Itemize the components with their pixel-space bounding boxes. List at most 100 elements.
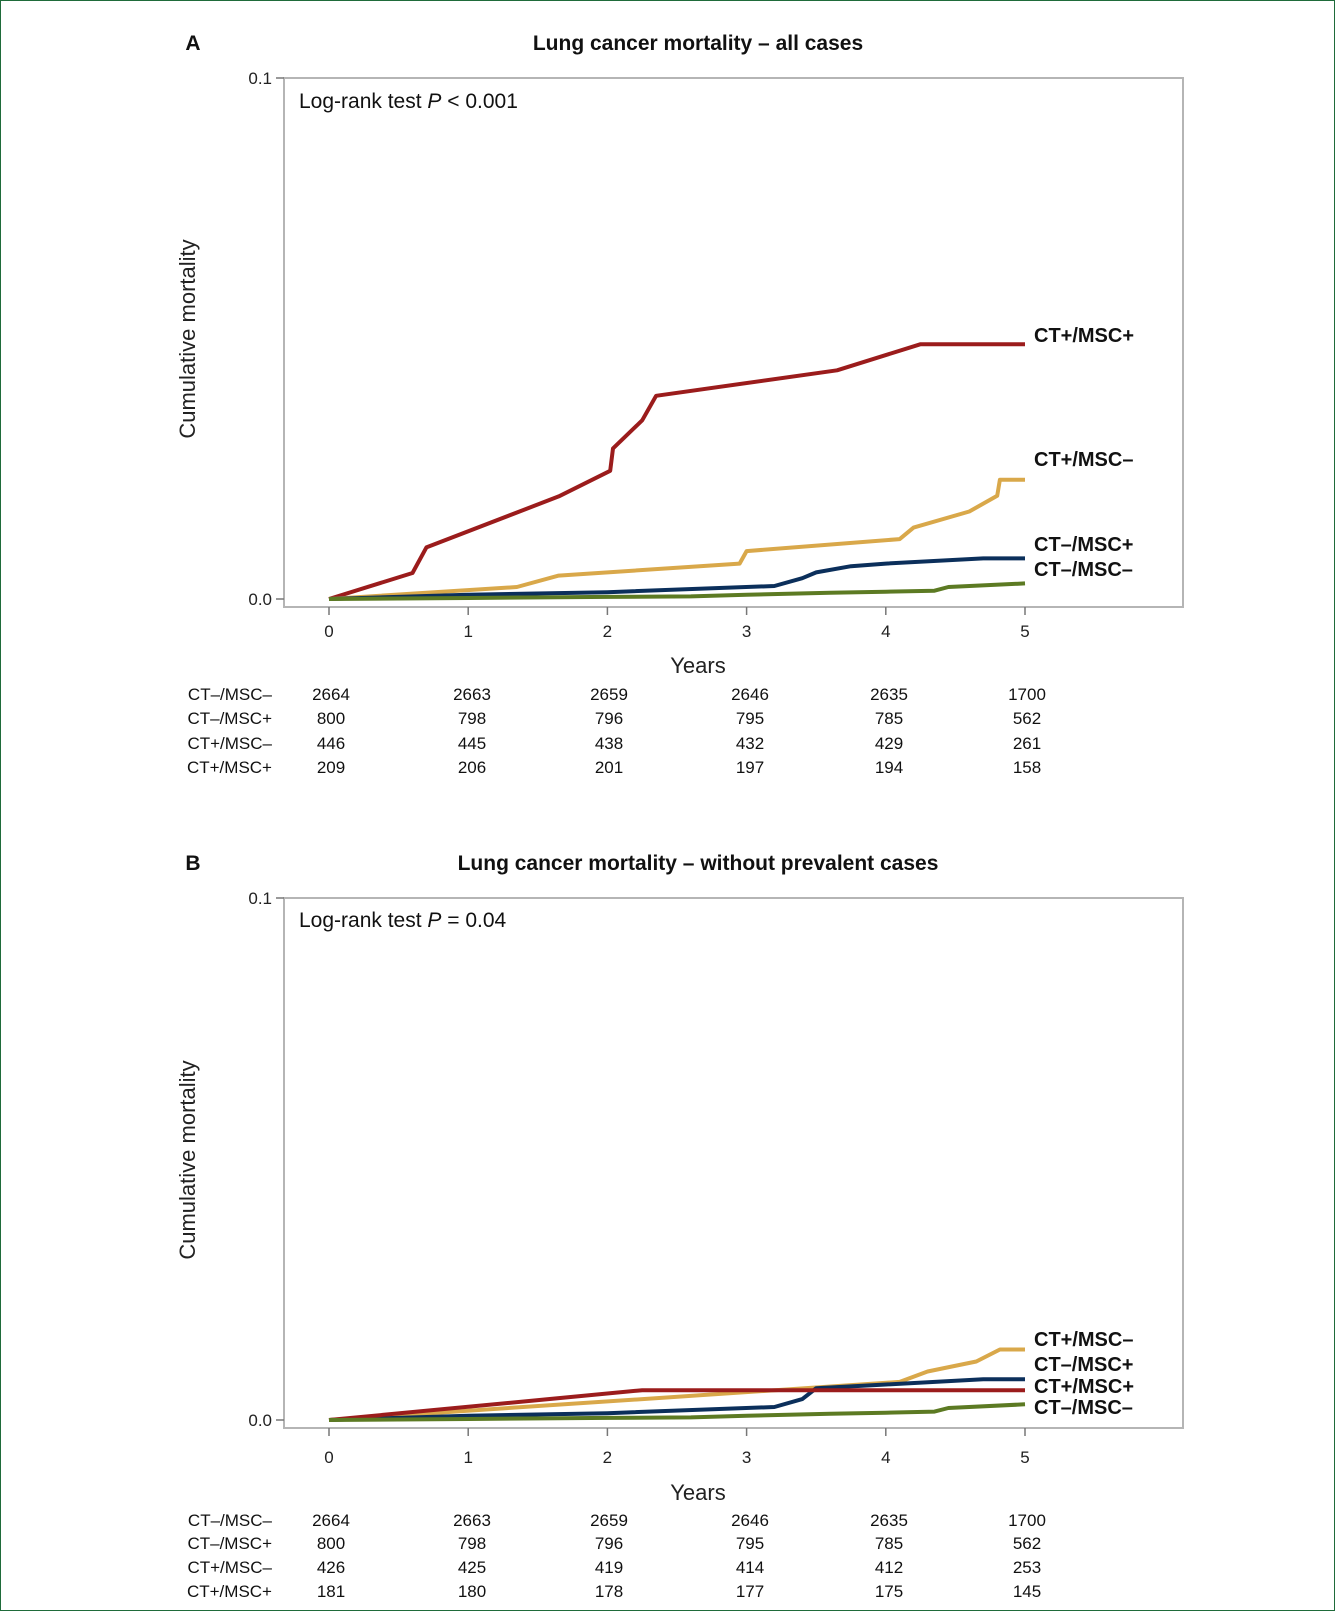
risk-row-label: CT+/MSC+	[187, 758, 272, 777]
annotation-value: = 0.04	[441, 909, 506, 932]
y-tick-label: 0.1	[248, 889, 272, 908]
risk-cell: 261	[1013, 734, 1041, 753]
risk-cell: 1700	[1008, 1511, 1046, 1530]
risk-row-label: CT+/MSC+	[187, 1582, 272, 1601]
risk-row-label: CT+/MSC–	[187, 1558, 272, 1577]
series-label: CT+/MSC+	[1034, 325, 1134, 347]
series-line-ct-msc-	[328, 1388, 1025, 1422]
risk-row-label: CT–/MSC–	[188, 1511, 273, 1530]
risk-cell: 2664	[312, 685, 350, 704]
risk-cell: 432	[736, 734, 764, 753]
chart-title: Lung cancer mortality – all cases	[533, 32, 863, 55]
risk-cell: 562	[1013, 1534, 1041, 1553]
risk-cell: 2659	[590, 1511, 628, 1530]
series-label: CT–/MSC+	[1034, 534, 1133, 556]
x-tick-label: 4	[881, 622, 890, 641]
x-tick-label: 2	[603, 622, 612, 641]
risk-cell: 798	[458, 709, 486, 728]
series-label: CT+/MSC+	[1034, 1376, 1134, 1398]
risk-cell: 2659	[590, 685, 628, 704]
risk-cell: 785	[875, 709, 903, 728]
risk-cell: 158	[1013, 758, 1041, 777]
annotation-prefix: Log-rank test	[299, 909, 427, 932]
series-label: CT–/MSC–	[1034, 1397, 1133, 1419]
risk-cell: 795	[736, 1534, 764, 1553]
risk-cell: 785	[875, 1534, 903, 1553]
risk-cell: 1700	[1008, 685, 1046, 704]
y-axis-label: Cumulative mortality	[175, 239, 200, 438]
panel-letter: A	[185, 32, 200, 55]
risk-row-label: CT–/MSC–	[188, 685, 273, 704]
series-line-ct-msc-	[328, 1402, 1026, 1422]
risk-cell: 178	[595, 1582, 623, 1601]
risk-row-label: CT+/MSC–	[187, 734, 272, 753]
risk-cell: 2635	[870, 685, 908, 704]
x-tick-label: 0	[324, 622, 333, 641]
x-axis-label: Years	[670, 653, 725, 678]
risk-cell: 426	[317, 1558, 345, 1577]
x-tick-label: 1	[463, 622, 472, 641]
x-tick-label: 5	[1020, 1448, 1029, 1467]
series-line-ct-msc-	[328, 477, 1025, 601]
series-label: CT+/MSC–	[1034, 1329, 1133, 1351]
risk-cell: 412	[875, 1558, 903, 1577]
risk-cell: 414	[736, 1558, 764, 1577]
risk-cell: 425	[458, 1558, 486, 1577]
risk-cell: 795	[736, 709, 764, 728]
risk-cell: 206	[458, 758, 486, 777]
x-tick-label: 0	[324, 1448, 333, 1467]
risk-cell: 2663	[453, 1511, 491, 1530]
risk-cell: 796	[595, 709, 623, 728]
x-axis-label: Years	[670, 1480, 725, 1505]
risk-cell: 800	[317, 709, 345, 728]
risk-cell: 445	[458, 734, 486, 753]
log-rank-annotation: Log-rank test P = 0.04	[299, 909, 507, 932]
risk-cell: 438	[595, 734, 623, 753]
risk-cell: 2664	[312, 1511, 350, 1530]
y-axis-label: Cumulative mortality	[175, 1060, 200, 1259]
series-line-ct-msc-	[328, 581, 1026, 601]
risk-cell: 798	[458, 1534, 486, 1553]
risk-cell: 181	[317, 1582, 345, 1601]
risk-cell: 562	[1013, 709, 1041, 728]
x-tick-label: 1	[463, 1448, 472, 1467]
y-tick-label: 0.1	[248, 69, 272, 88]
series-line-ct-msc-	[328, 342, 1025, 601]
plot-frame	[283, 77, 1184, 608]
series-line-ct-msc-	[328, 1377, 1025, 1422]
risk-cell: 2646	[731, 685, 769, 704]
risk-cell: 796	[595, 1534, 623, 1553]
risk-cell: 209	[317, 758, 345, 777]
y-tick-label: 0.0	[248, 1411, 272, 1430]
risk-cell: 419	[595, 1558, 623, 1577]
annotation-p: P	[427, 909, 441, 932]
log-rank-annotation: Log-rank test P < 0.001	[299, 90, 518, 113]
risk-cell: 253	[1013, 1558, 1041, 1577]
panel-a: A Lung cancer mortality – all cases 0.0 0.1…	[175, 32, 1184, 777]
risk-cell: 800	[317, 1534, 345, 1553]
panel-letter: B	[185, 852, 200, 875]
risk-cell: 429	[875, 734, 903, 753]
x-tick-label: 2	[603, 1448, 612, 1467]
x-tick-label: 4	[881, 1448, 890, 1467]
series-label: CT–/MSC+	[1034, 1354, 1133, 1376]
risk-row-label: CT–/MSC+	[187, 1534, 272, 1553]
risk-cell: 180	[458, 1582, 486, 1601]
risk-cell: 201	[595, 758, 623, 777]
risk-cell: 177	[736, 1582, 764, 1601]
x-tick-label: 5	[1020, 622, 1029, 641]
risk-cell: 175	[875, 1582, 903, 1601]
annotation-p: P	[427, 90, 441, 113]
series-label: CT–/MSC–	[1034, 559, 1133, 581]
y-tick-label: 0.0	[248, 590, 272, 609]
risk-cell: 145	[1013, 1582, 1041, 1601]
series-label: CT+/MSC–	[1034, 449, 1133, 471]
risk-cell: 446	[317, 734, 345, 753]
risk-row-label: CT–/MSC+	[187, 709, 272, 728]
plot-frame	[283, 897, 1184, 1429]
series-line-ct-msc-	[328, 556, 1025, 601]
annotation-value: < 0.001	[441, 90, 517, 113]
risk-cell: 2635	[870, 1511, 908, 1530]
